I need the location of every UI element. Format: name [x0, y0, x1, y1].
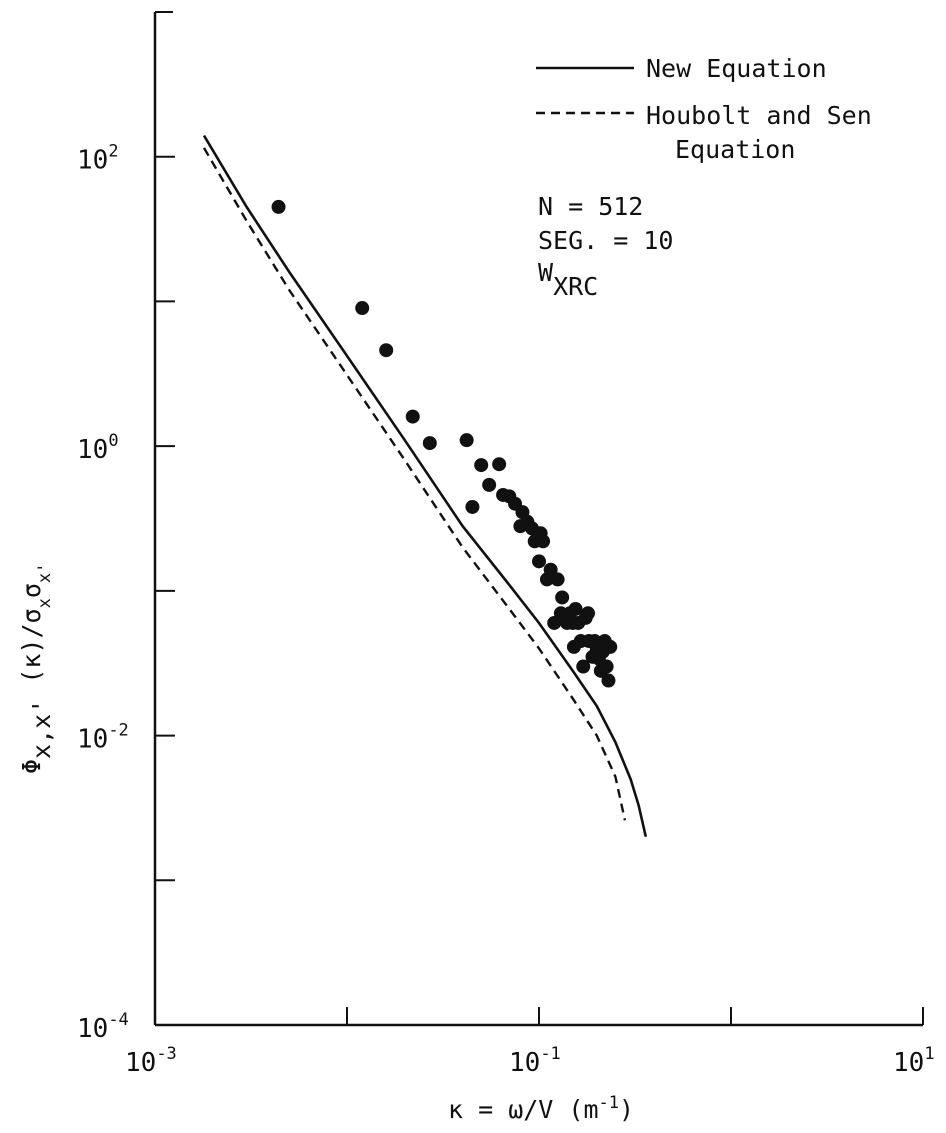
y-axis-title-sub2: x — [35, 598, 55, 608]
data-point — [532, 554, 546, 569]
x-tick-label-exp: -1 — [540, 1044, 560, 1064]
y-tick-label-exp: 0 — [108, 431, 118, 451]
y-tick-label-exp: -4 — [108, 1010, 128, 1030]
data-point — [482, 477, 497, 492]
data-point — [536, 534, 551, 549]
data-point — [568, 601, 583, 616]
data-point — [581, 606, 596, 621]
data-point — [550, 572, 565, 587]
data-point — [465, 499, 480, 514]
y-tick-label-exp: -2 — [108, 721, 128, 741]
y-tick-label-exp: 2 — [108, 142, 118, 162]
legend-label-new-equation: New Equation — [646, 54, 827, 83]
y-axis-title-phi: Φ — [17, 759, 46, 774]
data-point — [355, 301, 370, 316]
data-point — [601, 673, 616, 688]
annotation-w-main: W — [538, 258, 554, 287]
data-point — [555, 590, 570, 605]
annotation-w-sub: XRC — [553, 272, 598, 301]
y-axis-title-mid: (κ)/σ — [17, 608, 46, 698]
x-axis-title: κ = ω/V (m-1) — [448, 1093, 634, 1124]
x-tick-label: 10-3 — [125, 1044, 177, 1078]
x-tick-label-base: 10 — [125, 1048, 156, 1078]
curves — [202, 134, 648, 837]
y-tick-label: 102 — [77, 142, 119, 176]
x-tick-label-base: 10 — [509, 1048, 540, 1078]
legend: New Equation Houbolt and Sen Equation — [536, 54, 872, 164]
x-axis-title-sup: -1 — [599, 1093, 619, 1113]
y-axis-title-sigma: σ — [17, 583, 46, 598]
x-tick-label: 10-1 — [509, 1044, 561, 1078]
data-point — [379, 343, 394, 358]
y-axis-title: Φx,x' (κ)/σxσx' — [17, 563, 56, 774]
data-point — [543, 562, 558, 577]
houbolt-sen-equation-curve — [202, 147, 627, 821]
data-point — [576, 659, 591, 674]
legend-label-houbolt-sen-line2: Equation — [675, 135, 795, 164]
data-point — [474, 458, 489, 473]
x-axis-title-close: ) — [619, 1095, 634, 1124]
y-tick-label: 10-4 — [77, 1010, 129, 1044]
annotation-block: N = 512 SEG. = 10 WXRC — [538, 192, 673, 301]
data-point — [603, 639, 618, 654]
data-point — [599, 659, 614, 674]
y-axis-title-sub1: x,x' — [27, 699, 56, 759]
x-axis-title-main: κ = ω/V (m — [448, 1095, 599, 1124]
x-tick-label: 101 — [893, 1044, 935, 1078]
x-tick-label-exp: 1 — [924, 1044, 934, 1064]
annotation-n: N = 512 — [538, 192, 643, 221]
legend-label-houbolt-sen-line1: Houbolt and Sen — [646, 101, 872, 130]
x-tick-label-exp: -3 — [156, 1044, 176, 1064]
data-points — [271, 199, 618, 688]
y-tick-label: 10-2 — [77, 721, 129, 755]
annotation-seg: SEG. = 10 — [538, 226, 673, 255]
data-point — [459, 433, 474, 448]
data-point — [271, 199, 286, 214]
y-tick-label: 100 — [77, 431, 119, 465]
y-tick-label-base: 10 — [77, 146, 108, 176]
data-point — [422, 436, 437, 451]
y-axis-title-sub3: x' — [35, 563, 55, 583]
y-tick-label-base: 10 — [77, 1014, 108, 1044]
annotation-w: WXRC — [538, 258, 598, 301]
data-point — [405, 409, 420, 424]
new-equation-curve — [202, 134, 648, 837]
x-tick-label-base: 10 — [893, 1048, 924, 1078]
y-tick-label-base: 10 — [77, 725, 108, 755]
data-point — [492, 457, 507, 472]
y-tick-label-base: 10 — [77, 435, 108, 465]
